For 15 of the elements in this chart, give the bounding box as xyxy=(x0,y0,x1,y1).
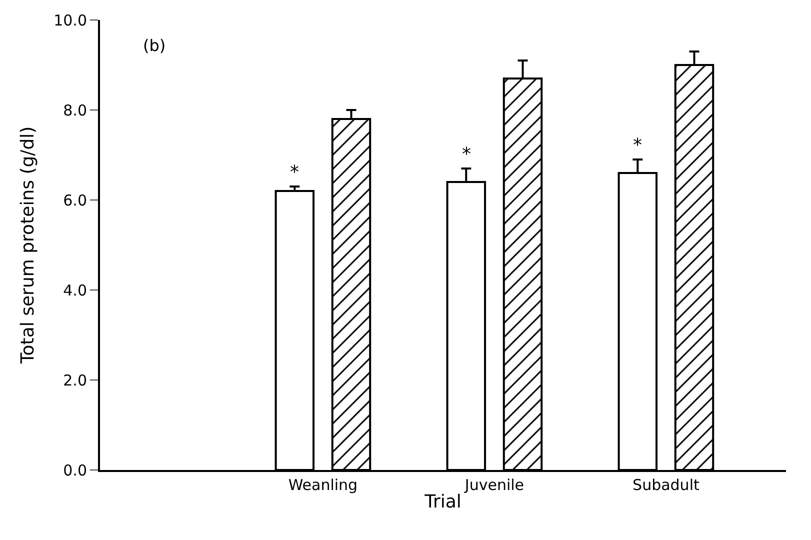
y-tick-label: 10.0 xyxy=(54,11,87,30)
y-tick-label: 0.0 xyxy=(63,461,87,480)
x-tick-label: Juvenile xyxy=(464,476,524,494)
x-tick-label: Weanling xyxy=(288,476,358,494)
annotation: (b) xyxy=(143,36,166,55)
annotation: * xyxy=(290,162,299,183)
x-tick-label: Subadult xyxy=(632,476,700,494)
y-axis-title: Total serum proteins (g/dl) xyxy=(17,126,38,365)
y-tick-label: 4.0 xyxy=(63,281,87,300)
y-tick-label: 2.0 xyxy=(63,371,87,390)
annotation: * xyxy=(633,135,642,156)
y-tick-label: 6.0 xyxy=(63,191,87,210)
x-axis-title: Trial xyxy=(424,492,462,513)
annotation: * xyxy=(462,144,471,165)
y-tick-label: 8.0 xyxy=(63,101,87,120)
